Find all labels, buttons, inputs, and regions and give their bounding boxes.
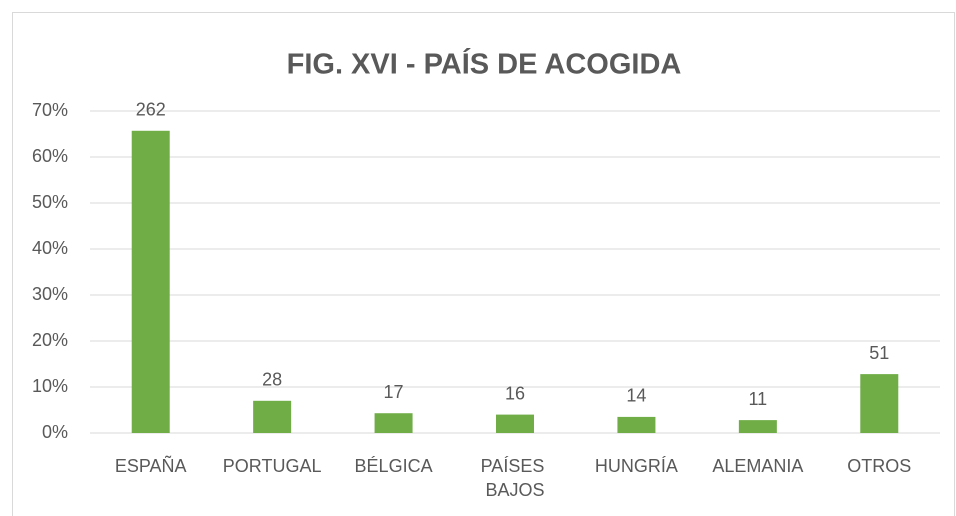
bar bbox=[738, 420, 777, 433]
chart-title: FIG. XVI - PAÍS DE ACOGIDA bbox=[287, 47, 682, 81]
data-label: 11 bbox=[749, 389, 768, 409]
y-tick-label: 30% bbox=[32, 284, 68, 304]
y-tick-label: 20% bbox=[32, 330, 68, 350]
y-tick-label: 0% bbox=[42, 422, 68, 442]
x-tick-label: PORTUGAL bbox=[223, 456, 322, 476]
data-label: 28 bbox=[262, 370, 282, 390]
data-label: 17 bbox=[384, 382, 404, 402]
y-tick-label: 60% bbox=[32, 146, 68, 166]
bar bbox=[374, 413, 413, 433]
x-tick-label: BÉLGICA bbox=[355, 456, 433, 476]
y-tick-label: 50% bbox=[32, 192, 68, 212]
bar bbox=[496, 414, 534, 433]
data-label: 16 bbox=[505, 383, 525, 403]
data-label: 262 bbox=[136, 100, 166, 120]
y-tick-label: 10% bbox=[32, 376, 68, 396]
y-tick-label: 70% bbox=[32, 100, 68, 120]
data-label: 51 bbox=[869, 343, 889, 363]
y-tick-label: 40% bbox=[32, 238, 68, 258]
bar bbox=[253, 400, 292, 433]
bar bbox=[860, 374, 899, 433]
x-tick-label: HUNGRÍA bbox=[595, 456, 678, 476]
data-label: 14 bbox=[626, 386, 646, 406]
x-tick-label: ALEMANIA bbox=[712, 456, 803, 476]
bar bbox=[131, 130, 170, 433]
x-tick-label: OTROS bbox=[847, 456, 911, 476]
x-tick-label: PAÍSES BAJOS bbox=[481, 456, 550, 500]
bar bbox=[617, 416, 656, 433]
x-tick-label: ESPAÑA bbox=[115, 455, 187, 476]
